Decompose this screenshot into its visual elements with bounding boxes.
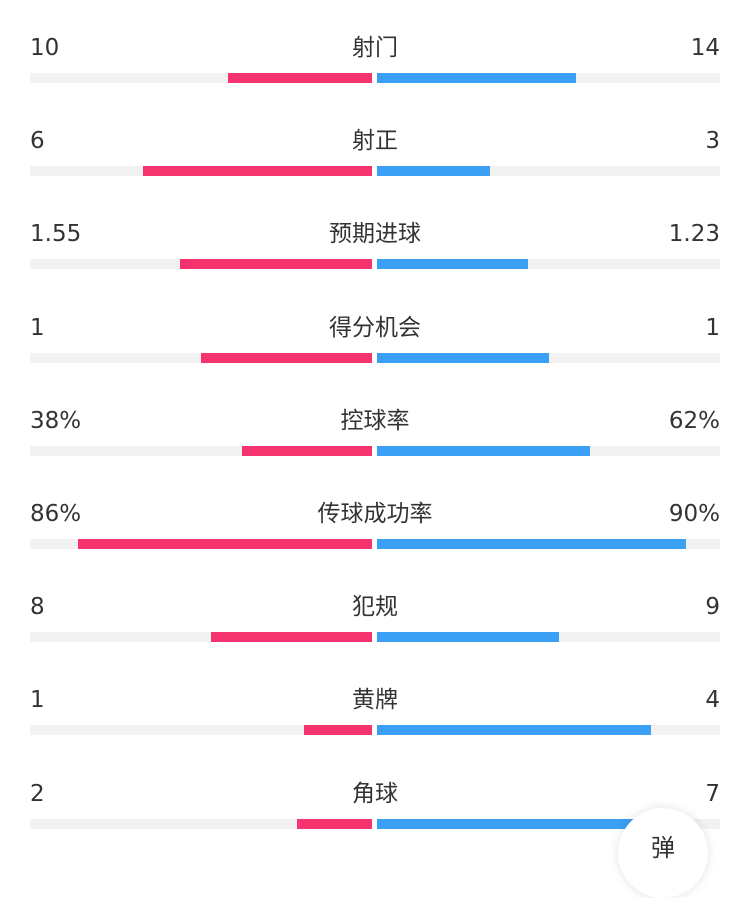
stat-row: 1.55 预期进球 1.23 <box>0 219 750 312</box>
home-bar-track <box>30 445 372 456</box>
home-bar-fill <box>143 166 372 177</box>
away-stat-value: 9 <box>705 594 720 621</box>
home-stat-value: 1.55 <box>30 221 82 248</box>
away-bar-track <box>377 166 720 177</box>
home-bar-track <box>30 725 372 736</box>
home-bar-track <box>30 632 372 643</box>
away-bar-fill <box>377 818 645 829</box>
home-bar-fill <box>211 632 372 643</box>
away-bar-fill <box>377 725 651 736</box>
away-bar-track <box>377 539 720 549</box>
stat-label: 犯规 <box>352 594 398 621</box>
stat-label: 角球 <box>352 780 398 807</box>
home-bar-fill <box>180 259 372 270</box>
stat-label: 黄牌 <box>352 687 398 714</box>
stat-label: 传球成功率 <box>317 501 433 527</box>
home-bar-track <box>30 352 372 363</box>
home-stat-value: 6 <box>30 128 45 155</box>
stat-row: 38% 控球率 62% <box>0 406 750 499</box>
away-bar-fill <box>377 166 490 177</box>
home-stat-value: 8 <box>30 594 45 621</box>
away-bar-fill <box>377 632 559 643</box>
away-stat-value: 90% <box>668 501 720 527</box>
stat-row: 10 射门 14 <box>0 33 750 126</box>
home-stat-value: 1 <box>30 314 45 341</box>
home-bar-track <box>30 73 372 83</box>
away-bar-fill <box>377 445 590 456</box>
home-stat-value: 10 <box>30 35 60 61</box>
away-stat-value: 3 <box>705 128 720 155</box>
away-bar-fill <box>377 259 528 270</box>
away-bar-fill <box>377 539 686 549</box>
home-bar-track <box>30 166 372 177</box>
away-bar-track <box>377 445 720 456</box>
stat-label: 得分机会 <box>329 314 421 341</box>
home-bar-fill <box>228 73 372 83</box>
away-bar-track <box>377 259 720 270</box>
danmaku-toggle-label: 弹 <box>651 834 675 862</box>
stat-label: 射正 <box>352 128 398 155</box>
stat-row: 2 角球 7 <box>0 779 750 872</box>
stat-label: 控球率 <box>340 407 410 434</box>
stat-row: 1 得分机会 1 <box>0 313 750 406</box>
home-stat-value: 2 <box>30 780 45 807</box>
away-bar-track <box>377 725 720 736</box>
match-stats-list: 10 射门 14 6 射正 3 1.55 预期进球 1.23 1 得分机会 1 38% 控球率 62% 86%… <box>0 33 750 829</box>
away-stat-value: 1 <box>705 314 720 341</box>
away-stat-value: 4 <box>705 687 720 714</box>
home-bar-track <box>30 539 372 549</box>
away-bar-fill <box>377 73 576 83</box>
danmaku-toggle-button[interactable]: 弹 <box>618 808 708 898</box>
away-bar-track <box>377 632 720 643</box>
home-bar-fill <box>242 445 372 456</box>
home-bar-fill <box>304 725 372 736</box>
home-bar-fill <box>297 818 372 829</box>
away-stat-value: 7 <box>705 780 720 807</box>
stat-row: 1 黄牌 4 <box>0 685 750 778</box>
home-bar-track <box>30 818 372 829</box>
home-stat-value: 1 <box>30 687 45 714</box>
away-bar-fill <box>377 352 549 363</box>
home-bar-fill <box>201 352 372 363</box>
away-stat-value: 62% <box>668 407 720 434</box>
stat-row: 8 犯规 9 <box>0 592 750 685</box>
home-bar-track <box>30 259 372 270</box>
away-bar-track <box>377 818 720 829</box>
home-bar-fill <box>78 539 372 549</box>
away-bar-track <box>377 352 720 363</box>
stat-label: 预期进球 <box>329 221 421 248</box>
stat-row: 6 射正 3 <box>0 126 750 219</box>
away-stat-value: 14 <box>690 35 720 61</box>
home-stat-value: 86% <box>30 501 82 527</box>
stat-row: 86% 传球成功率 90% <box>0 499 750 592</box>
stat-label: 射门 <box>352 35 398 61</box>
home-stat-value: 38% <box>30 407 82 434</box>
away-stat-value: 1.23 <box>668 221 720 248</box>
away-bar-track <box>377 73 720 83</box>
